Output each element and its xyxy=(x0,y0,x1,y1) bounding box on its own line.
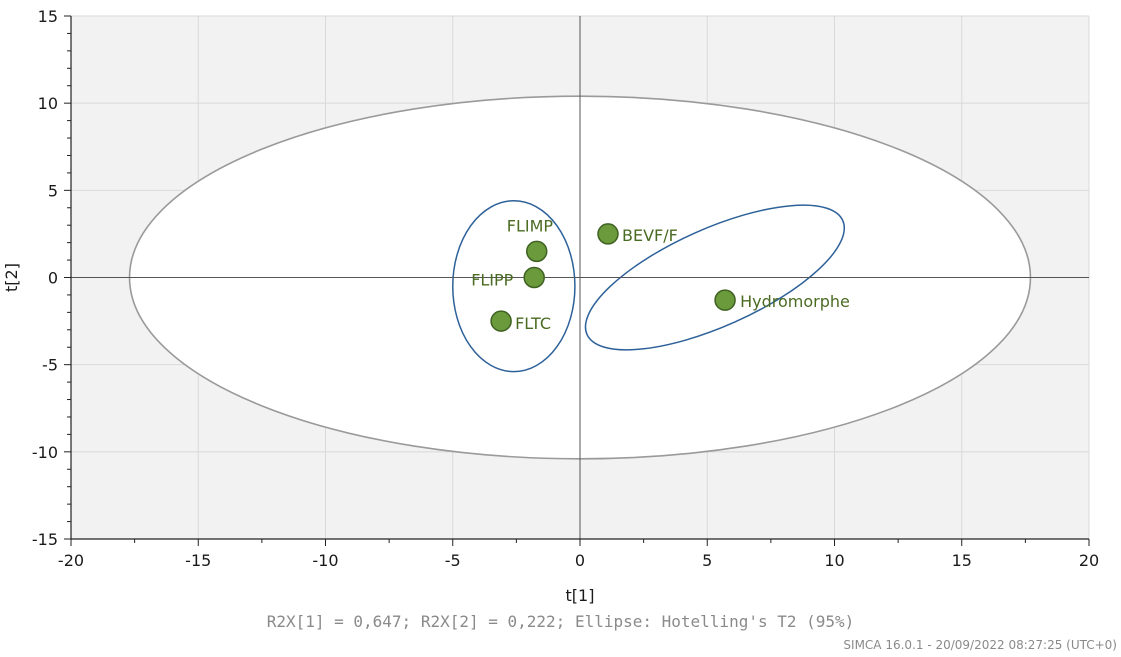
x-tick-label: -20 xyxy=(58,551,84,570)
y-tick-label: -5 xyxy=(42,356,58,375)
x-tick-label: -10 xyxy=(312,551,338,570)
y-tick-label: -15 xyxy=(32,530,58,549)
y-tick-label: -10 xyxy=(32,443,58,462)
data-point xyxy=(490,310,512,332)
x-axis-label: t[1] xyxy=(566,586,595,605)
y-tick-label: 0 xyxy=(48,269,58,288)
point-label: Hydromorphe xyxy=(740,292,850,311)
data-point xyxy=(597,223,619,245)
data-point xyxy=(714,289,736,311)
x-tick-label: 20 xyxy=(1079,551,1099,570)
x-tick-label: 10 xyxy=(824,551,844,570)
x-tick-label: -5 xyxy=(445,551,461,570)
point-label: FLTC xyxy=(515,314,551,333)
x-tick-label: 15 xyxy=(952,551,972,570)
point-label: BEVF/F xyxy=(622,226,678,245)
x-tick-label: 0 xyxy=(575,551,585,570)
software-stamp: SIMCA 16.0.1 - 20/09/2022 08:27:25 (UTC+… xyxy=(843,638,1117,652)
x-tick-label: 5 xyxy=(702,551,712,570)
point-label: FLIPP xyxy=(471,271,513,290)
group-ellipse xyxy=(584,204,846,351)
y-tick-label: 5 xyxy=(48,181,58,200)
y-tick-label: 15 xyxy=(38,7,58,26)
data-point xyxy=(523,266,545,289)
group-ellipse xyxy=(452,200,576,373)
y-tick-label: 10 xyxy=(38,94,58,113)
y-axis-label: t[2] xyxy=(2,263,21,292)
x-tick-label: -15 xyxy=(185,551,211,570)
model-statistics: R2X[1] = 0,647; R2X[2] = 0,222; Ellipse:… xyxy=(266,612,855,631)
point-label: FLIMP xyxy=(507,216,554,235)
data-point xyxy=(525,240,548,263)
